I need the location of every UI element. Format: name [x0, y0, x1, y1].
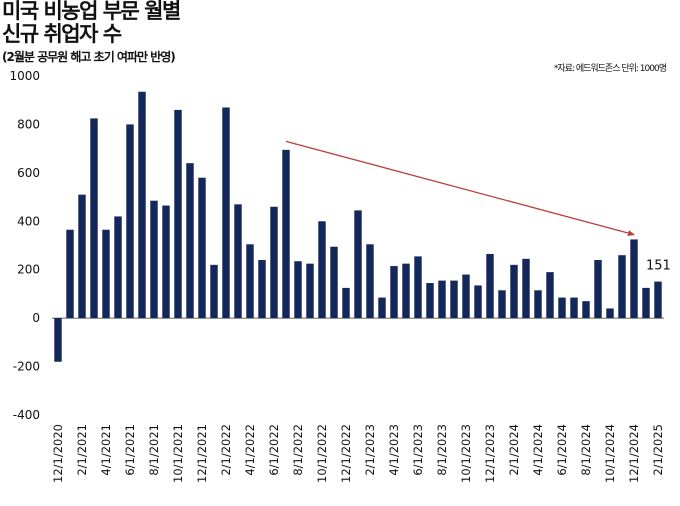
x-tick-label: 12/1/2024 [627, 424, 641, 483]
bar [138, 91, 146, 319]
y-tick-label: 400 [17, 214, 40, 228]
bar [390, 266, 398, 319]
x-tick-label: 12/1/2023 [483, 424, 497, 483]
bar [426, 283, 434, 319]
x-tick-label: 2/1/2024 [507, 424, 521, 476]
bar [174, 109, 182, 319]
bar [546, 272, 554, 319]
x-tick-label: 4/1/2022 [243, 424, 257, 476]
bar [90, 118, 98, 319]
y-tick-label: 200 [17, 263, 40, 277]
bar [450, 280, 458, 319]
bar [498, 290, 506, 319]
y-tick-label: 800 [17, 117, 40, 131]
x-tick-label: 12/1/2020 [51, 424, 65, 483]
y-tick-label: 0 [32, 311, 40, 325]
bar [570, 297, 578, 319]
x-tick-label: 12/1/2022 [339, 424, 353, 483]
bar [378, 297, 386, 319]
bar [162, 205, 170, 319]
bar [282, 149, 290, 319]
bar [414, 256, 422, 319]
bar [258, 260, 266, 319]
bar [486, 253, 494, 319]
x-tick-label: 6/1/2021 [123, 424, 137, 476]
bar [210, 264, 218, 319]
title-line-2: 신규 취업자 수 [2, 22, 122, 46]
x-tick-label: 8/1/2022 [291, 424, 305, 476]
bar [78, 194, 86, 319]
chart-subtitle: (2월분 공무원 해고 초기 여파만 반영) [2, 50, 176, 64]
bar [222, 107, 230, 319]
bar [366, 244, 374, 319]
bar [630, 239, 638, 319]
trend-arrow [285, 140, 635, 236]
x-tick-label: 2/1/2021 [75, 424, 89, 476]
x-tick-label: 2/1/2022 [219, 424, 233, 476]
bar [150, 200, 158, 319]
bar [606, 308, 614, 319]
x-tick-label: 4/1/2021 [99, 424, 113, 476]
bar [654, 281, 662, 319]
x-tick-label: 8/1/2023 [435, 424, 449, 476]
bar [246, 244, 254, 319]
x-tick-label: 10/1/2024 [603, 424, 617, 483]
bar [354, 210, 362, 319]
bar [114, 216, 122, 319]
bar [234, 204, 242, 319]
x-tick-label: 12/1/2021 [195, 424, 209, 483]
bar [474, 285, 482, 319]
bar [534, 290, 542, 319]
bar [558, 297, 566, 319]
chart-title: 미국 비농업 부문 월별 신규 취업자 수 [2, 0, 181, 46]
y-axis: -400 -200 0 200 400 600 800 1000 [9, 69, 664, 422]
bar [462, 274, 470, 319]
bar [186, 163, 194, 319]
data-label: 151 [646, 259, 671, 274]
source-note: *자료: 에드워드존스 단위: 1000명 [553, 64, 667, 74]
x-tick-label: 8/1/2021 [147, 424, 161, 476]
y-tick-label: -400 [13, 408, 40, 422]
bar [102, 229, 110, 319]
bar [318, 221, 326, 319]
bar [402, 263, 410, 319]
title-line-1: 미국 비농업 부문 월별 [2, 0, 181, 23]
bar [54, 318, 62, 362]
bar [126, 124, 134, 319]
bar [342, 287, 350, 319]
bar [306, 263, 314, 319]
x-tick-label: 6/1/2024 [555, 424, 569, 476]
y-tick-label: -200 [13, 360, 40, 374]
annotations: 151 [285, 140, 671, 274]
bar [198, 177, 206, 319]
bar [594, 260, 602, 319]
x-tick-label: 2/1/2025 [651, 424, 665, 476]
bar [438, 280, 446, 319]
x-tick-label: 4/1/2023 [387, 424, 401, 476]
x-tick-label: 6/1/2023 [411, 424, 425, 476]
x-tick-label: 10/1/2021 [171, 424, 185, 483]
y-tick-label: 1000 [9, 69, 40, 83]
bar [522, 258, 530, 319]
y-tick-label: 600 [17, 166, 40, 180]
bar [618, 255, 626, 319]
x-axis: 12/1/2020 2/1/2021 4/1/2021 6/1/2021 8/1/202… [51, 424, 665, 483]
bar [294, 261, 302, 319]
x-tick-label: 4/1/2024 [531, 424, 545, 476]
bar [330, 246, 338, 319]
bars [54, 91, 662, 362]
bar [66, 229, 74, 319]
bar [642, 287, 650, 319]
bar [510, 264, 518, 319]
x-tick-label: 10/1/2023 [459, 424, 473, 483]
x-tick-label: 6/1/2022 [267, 424, 281, 476]
bar [582, 301, 590, 319]
x-tick-label: 8/1/2024 [579, 424, 593, 476]
x-tick-label: 10/1/2022 [315, 424, 329, 483]
bar [270, 206, 278, 319]
x-tick-label: 2/1/2023 [363, 424, 377, 476]
